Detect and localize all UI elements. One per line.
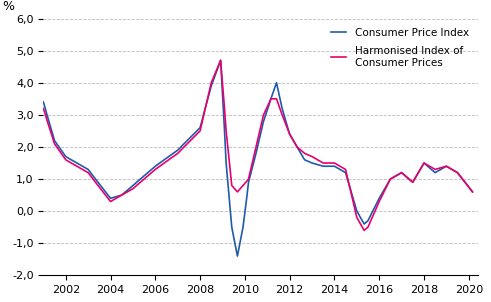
Legend: Consumer Price Index, Harmonised Index of
Consumer Prices: Consumer Price Index, Harmonised Index o… — [327, 24, 473, 72]
Line: Harmonised Index of
Consumer Prices: Harmonised Index of Consumer Prices — [43, 60, 472, 230]
Line: Consumer Price Index: Consumer Price Index — [43, 60, 472, 256]
Y-axis label: %: % — [2, 1, 15, 14]
